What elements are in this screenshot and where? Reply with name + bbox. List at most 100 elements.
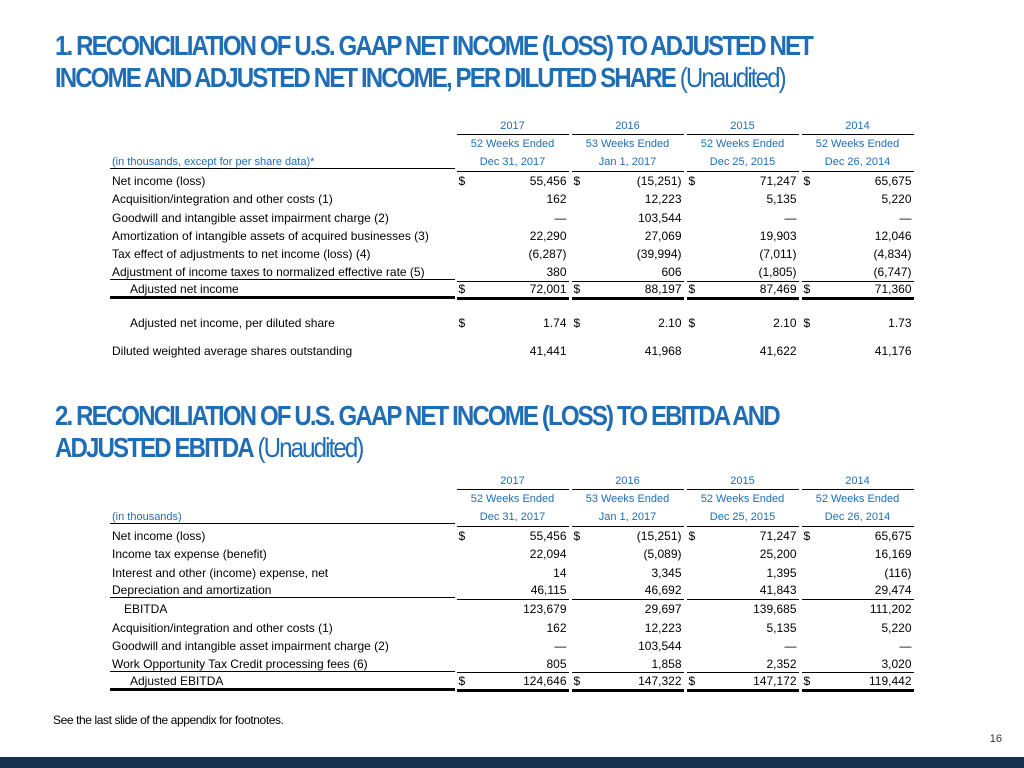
table-row: Adjusted net income, per diluted share $1… <box>110 314 920 332</box>
currency-symbol: $ <box>803 529 811 544</box>
header-cell: 2014 <box>801 117 914 136</box>
row-label: Depreciation and amortization <box>110 583 455 599</box>
cell-value: 2,352 <box>766 656 797 671</box>
table-row: Interest and other (income) expense, net… <box>110 563 920 581</box>
cell-value: 25,200 <box>759 547 797 562</box>
cell-value: 16,169 <box>874 547 912 562</box>
cell-value: 5,135 <box>766 192 797 207</box>
currency-symbol: $ <box>458 282 466 297</box>
header-cell: 52 Weeks Ended <box>470 493 555 506</box>
header-cell: 2016 <box>571 472 684 491</box>
cell-value: (5,089) <box>643 547 682 562</box>
currency-symbol: $ <box>573 529 581 544</box>
table-row: EBITDA 123,679 29,697 139,685 111,202 <box>110 600 920 618</box>
cell-value: 162 <box>546 192 567 207</box>
header-row: 2017 2016 2015 2014 <box>110 117 920 136</box>
net-income-reconciliation-table: 2017 2016 2015 2014 52 Weeks Ended 53 Weeks E… <box>110 117 920 361</box>
currency-symbol: $ <box>458 174 466 189</box>
currency-symbol: $ <box>688 673 696 688</box>
currency-symbol: $ <box>458 316 466 331</box>
row-label: EBITDA <box>124 602 168 617</box>
row-label: Adjusted EBITDA <box>110 674 455 691</box>
cell-value: 5,220 <box>881 192 912 207</box>
header-cell: Jan 1, 2017 <box>571 154 684 172</box>
table-row: Adjusted EBITDA $124,646 $147,322 $147,172 $… <box>110 673 920 692</box>
cell-value: 41,622 <box>759 344 797 359</box>
footnote: See the last slide of the appendix for f… <box>53 713 284 727</box>
table-row: Goodwill and intangible asset impairment… <box>110 208 920 226</box>
section2-title: 2. RECONCILIATION OF U.S. GAAP NET INCOM… <box>55 400 781 463</box>
header-cell: Dec 31, 2017 <box>456 509 569 527</box>
currency-symbol: $ <box>573 282 581 297</box>
cell-value: 12,223 <box>644 192 682 207</box>
header-cell: 52 Weeks Ended <box>815 493 900 506</box>
cell-value: 71,360 <box>874 282 912 297</box>
cell-value: — <box>899 638 912 653</box>
currency-symbol: $ <box>688 316 696 331</box>
cell-value: 12,223 <box>644 620 682 635</box>
table-row: Diluted weighted average shares outstand… <box>110 342 920 360</box>
table-row: Net income (loss) $55,456 $ (15,251) $71,247… <box>110 172 920 190</box>
cell-value: 103,544 <box>638 210 682 225</box>
footer-bar <box>0 757 1024 768</box>
cell-value: 5,135 <box>766 620 797 635</box>
row-label: Acquisition/integration and other costs … <box>112 192 333 207</box>
cell-value: 14 <box>553 565 567 580</box>
header-cell: Dec 31, 2017 <box>456 154 569 172</box>
cell-value: 19,903 <box>759 228 797 243</box>
row-label: Work Opportunity Tax Credit processing f… <box>110 657 455 672</box>
cell-value: — <box>784 638 797 653</box>
cell-value: — <box>899 210 912 225</box>
cell-value: (4,834) <box>873 247 912 262</box>
cell-value: — <box>784 210 797 225</box>
currency-symbol: $ <box>803 282 811 297</box>
table-row: Adjusted net income $72,001 $88,197 $87,469… <box>110 282 920 300</box>
cell-value: 65,675 <box>874 174 912 189</box>
currency-symbol: $ <box>803 174 811 189</box>
cell-value: 46,692 <box>644 583 682 598</box>
cell-value: 1,395 <box>766 565 797 580</box>
cell-value: 5,220 <box>881 620 912 635</box>
row-label: Net income (loss) <box>112 174 206 189</box>
table-row: Income tax expense (benefit) 22,094 (5,089… <box>110 545 920 563</box>
cell-value: 1.73 <box>888 316 912 331</box>
cell-value: (39,994) <box>636 247 682 262</box>
cell-value: (6,747) <box>873 265 912 280</box>
header-row: (in thousands) Dec 31, 2017 Jan 1, 2017 Dec… <box>110 509 920 527</box>
header-cell: 52 Weeks Ended <box>700 138 785 151</box>
currency-symbol: $ <box>803 316 811 331</box>
currency-symbol: $ <box>803 673 811 688</box>
cell-value: 22,094 <box>529 547 567 562</box>
cell-value: (1,805) <box>758 265 797 280</box>
cell-value: 29,474 <box>874 583 912 598</box>
header-cell: 52 Weeks Ended <box>700 493 785 506</box>
header-cell: Jan 1, 2017 <box>571 509 684 527</box>
cell-value: 162 <box>546 620 567 635</box>
cell-value: 111,202 <box>869 602 912 617</box>
row-label: Income tax expense (benefit) <box>112 547 267 562</box>
table-row: Acquisition/integration and other costs … <box>110 190 920 208</box>
cell-value: 12,046 <box>874 228 912 243</box>
cell-value: 1,858 <box>651 656 682 671</box>
header-cell: 53 Weeks Ended <box>585 138 670 151</box>
currency-symbol: $ <box>688 282 696 297</box>
currency-symbol: $ <box>458 529 466 544</box>
cell-value: 123,679 <box>523 602 567 617</box>
cell-value: 55,456 <box>529 174 567 189</box>
cell-value: 147,322 <box>638 673 682 688</box>
header-cell: 2017 <box>456 472 569 491</box>
header-row: 52 Weeks Ended 53 Weeks Ended 52 Weeks End… <box>110 135 920 153</box>
table-row: Tax effect of adjustments to net income … <box>110 245 920 263</box>
table-row: Net income (loss) $55,456 $ (15,251) $71,247… <box>110 527 920 545</box>
cell-value: 119,442 <box>869 673 912 688</box>
cell-value: 71,247 <box>759 174 797 189</box>
cell-value: (15,251) <box>636 174 682 189</box>
cell-value: 22,290 <box>529 228 567 243</box>
cell-value: 41,843 <box>759 583 797 598</box>
table-row: Work Opportunity Tax Credit processing f… <box>110 655 920 674</box>
cell-value: 88,197 <box>644 282 682 297</box>
cell-value: — <box>554 638 567 653</box>
cell-value: 55,456 <box>529 529 567 544</box>
table-row: Goodwill and intangible asset impairment… <box>110 637 920 655</box>
cell-value: 103,544 <box>638 638 682 653</box>
